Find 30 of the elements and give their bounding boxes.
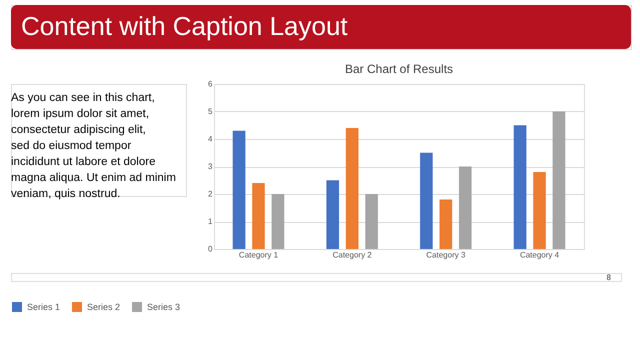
bar — [272, 194, 284, 249]
y-tick-label: 3 — [208, 162, 214, 171]
y-tick-label: 6 — [208, 80, 214, 88]
bar — [458, 166, 472, 249]
bar — [552, 112, 566, 249]
y-tick-label: 0 — [208, 244, 214, 254]
bar — [514, 125, 526, 249]
legend-label: Series 2 — [87, 302, 120, 312]
bar — [232, 130, 246, 249]
legend-label: Series 3 — [147, 302, 180, 312]
y-tick-label: 2 — [208, 190, 214, 198]
bar — [365, 194, 378, 249]
y-tick-label: 5 — [208, 107, 214, 116]
y-tick-label: 1 — [208, 217, 214, 226]
y-tick-label: 4 — [208, 134, 214, 144]
text: 8 — [606, 273, 612, 282]
text: As you can see in this chart, lorem ipsum dolor sit amet, consectetur adipiscing elit, sed do eiusmod tempor incididunt ut labore et dolore magna aliqua. Ut enim ad minim veniam, quis nostrud. — [11, 92, 176, 200]
x-tick-label: Category 3 — [426, 250, 466, 260]
bar — [346, 128, 358, 249]
bar — [533, 172, 546, 249]
chart-title: Bar Chart of Results — [344, 62, 454, 76]
x-tick-label: Category 2 — [332, 250, 372, 260]
legend-label: Series 1 — [27, 302, 60, 312]
text: Content with Caption Layout — [21, 11, 348, 41]
bar — [326, 180, 340, 249]
bar — [252, 183, 265, 249]
bar — [420, 152, 433, 249]
x-tick-label: Category 4 — [520, 250, 560, 260]
x-tick-label: Category 1 — [238, 250, 279, 260]
bar — [440, 200, 452, 249]
